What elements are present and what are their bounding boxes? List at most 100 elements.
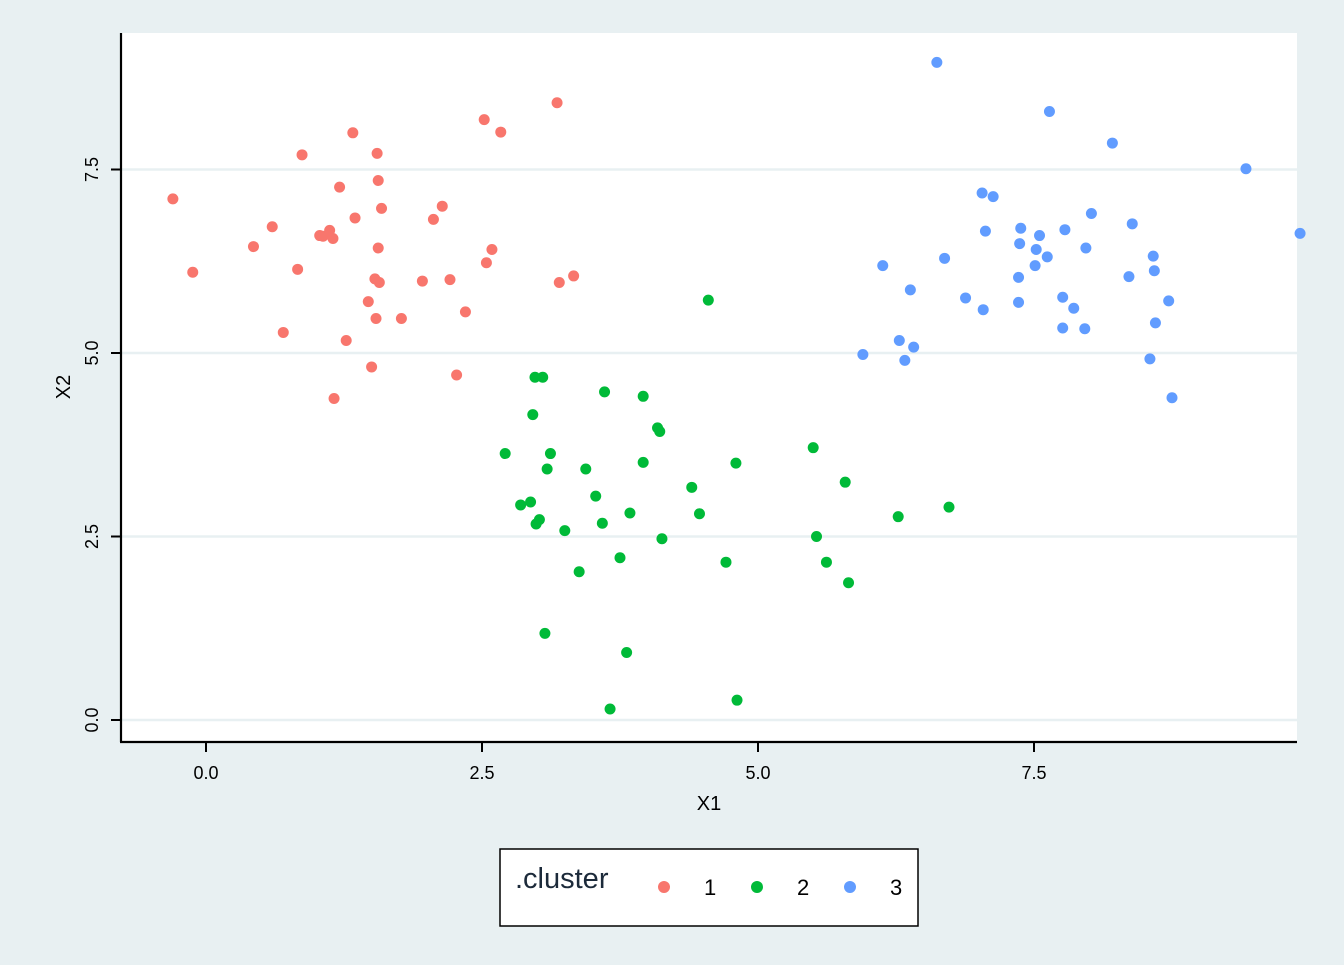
y-tick-label: 5.0 — [82, 340, 102, 365]
data-point — [843, 577, 855, 589]
x-tick-label: 5.0 — [745, 763, 770, 783]
data-point — [334, 181, 346, 193]
data-point — [590, 490, 602, 502]
series-1 — [167, 97, 580, 405]
data-point — [892, 511, 904, 523]
data-point — [328, 393, 340, 405]
data-point — [370, 313, 382, 325]
series-2 — [499, 294, 955, 715]
data-point — [702, 294, 714, 306]
data-point — [1144, 353, 1156, 365]
data-point — [637, 456, 649, 468]
data-point — [857, 348, 869, 360]
x-tick-label: 2.5 — [469, 763, 494, 783]
data-point — [960, 292, 972, 304]
data-point — [436, 200, 448, 212]
data-point — [427, 213, 439, 225]
data-point — [1014, 238, 1026, 250]
y-axis-label: X2 — [53, 375, 75, 399]
data-point — [296, 149, 308, 161]
data-point — [1126, 218, 1138, 230]
data-point — [899, 354, 911, 366]
data-point — [839, 476, 851, 488]
data-point — [515, 499, 527, 511]
data-point — [1079, 323, 1091, 335]
legend-label-2: 2 — [797, 875, 809, 900]
data-point — [277, 326, 289, 338]
data-point — [372, 175, 384, 187]
data-point — [1123, 271, 1135, 283]
data-point — [366, 361, 378, 373]
data-point — [599, 386, 611, 398]
series-3 — [857, 56, 1306, 404]
data-point — [1057, 291, 1069, 303]
data-point — [693, 508, 705, 520]
data-point — [499, 448, 511, 460]
data-point — [1029, 260, 1041, 272]
legend-key-2 — [751, 881, 763, 893]
y-tick-label: 7.5 — [82, 157, 102, 182]
data-point — [1147, 250, 1159, 262]
data-point — [373, 277, 385, 289]
data-point — [1068, 302, 1080, 314]
data-point — [527, 409, 539, 421]
data-point — [568, 270, 580, 282]
data-point — [480, 257, 492, 269]
data-point — [533, 514, 545, 526]
data-point — [1013, 271, 1025, 283]
data-point — [637, 390, 649, 402]
data-point — [553, 277, 565, 289]
data-point — [893, 335, 905, 347]
data-point — [247, 241, 259, 253]
data-point — [372, 242, 384, 254]
data-point — [541, 463, 553, 475]
x-tick-label: 0.0 — [193, 763, 218, 783]
data-point — [931, 56, 943, 68]
data-point — [977, 304, 989, 316]
data-point — [596, 517, 608, 529]
data-point — [478, 114, 490, 126]
plot-panel — [121, 33, 1297, 742]
data-point — [349, 212, 361, 224]
y-tick-label: 0.0 — [82, 707, 102, 732]
data-point — [621, 646, 633, 658]
data-point — [544, 448, 556, 460]
data-point — [730, 457, 742, 469]
x-axis-label: X1 — [697, 793, 721, 815]
data-point — [340, 335, 352, 347]
data-point — [908, 341, 920, 353]
data-point — [580, 463, 592, 475]
data-point — [987, 191, 999, 203]
data-point — [1013, 296, 1025, 308]
data-point — [614, 552, 626, 564]
data-point — [1059, 224, 1071, 236]
data-point — [1057, 322, 1069, 334]
data-point — [943, 501, 955, 513]
data-point — [1106, 137, 1118, 149]
data-point — [444, 274, 456, 286]
data-point — [939, 252, 951, 264]
data-point — [877, 260, 889, 272]
data-point — [1163, 295, 1175, 307]
data-point — [979, 225, 991, 237]
data-point — [720, 556, 732, 568]
data-point — [1030, 244, 1042, 256]
data-point — [624, 507, 636, 519]
data-point — [537, 371, 549, 383]
data-point — [1043, 106, 1055, 118]
data-point — [1148, 265, 1160, 277]
data-point — [656, 533, 668, 545]
y-axis-ticks: 0.0 2.5 5.0 7.5 — [82, 157, 121, 733]
data-point — [1085, 208, 1097, 220]
data-point — [807, 442, 819, 454]
data-point — [539, 627, 551, 639]
data-point — [551, 97, 563, 109]
data-point — [486, 244, 498, 256]
data-point — [811, 531, 823, 542]
x-axis-ticks: 0.0 2.5 5.0 7.5 — [193, 742, 1047, 783]
y-tick-label: 2.5 — [82, 524, 102, 549]
data-point — [1080, 242, 1092, 254]
data-point — [167, 193, 179, 205]
